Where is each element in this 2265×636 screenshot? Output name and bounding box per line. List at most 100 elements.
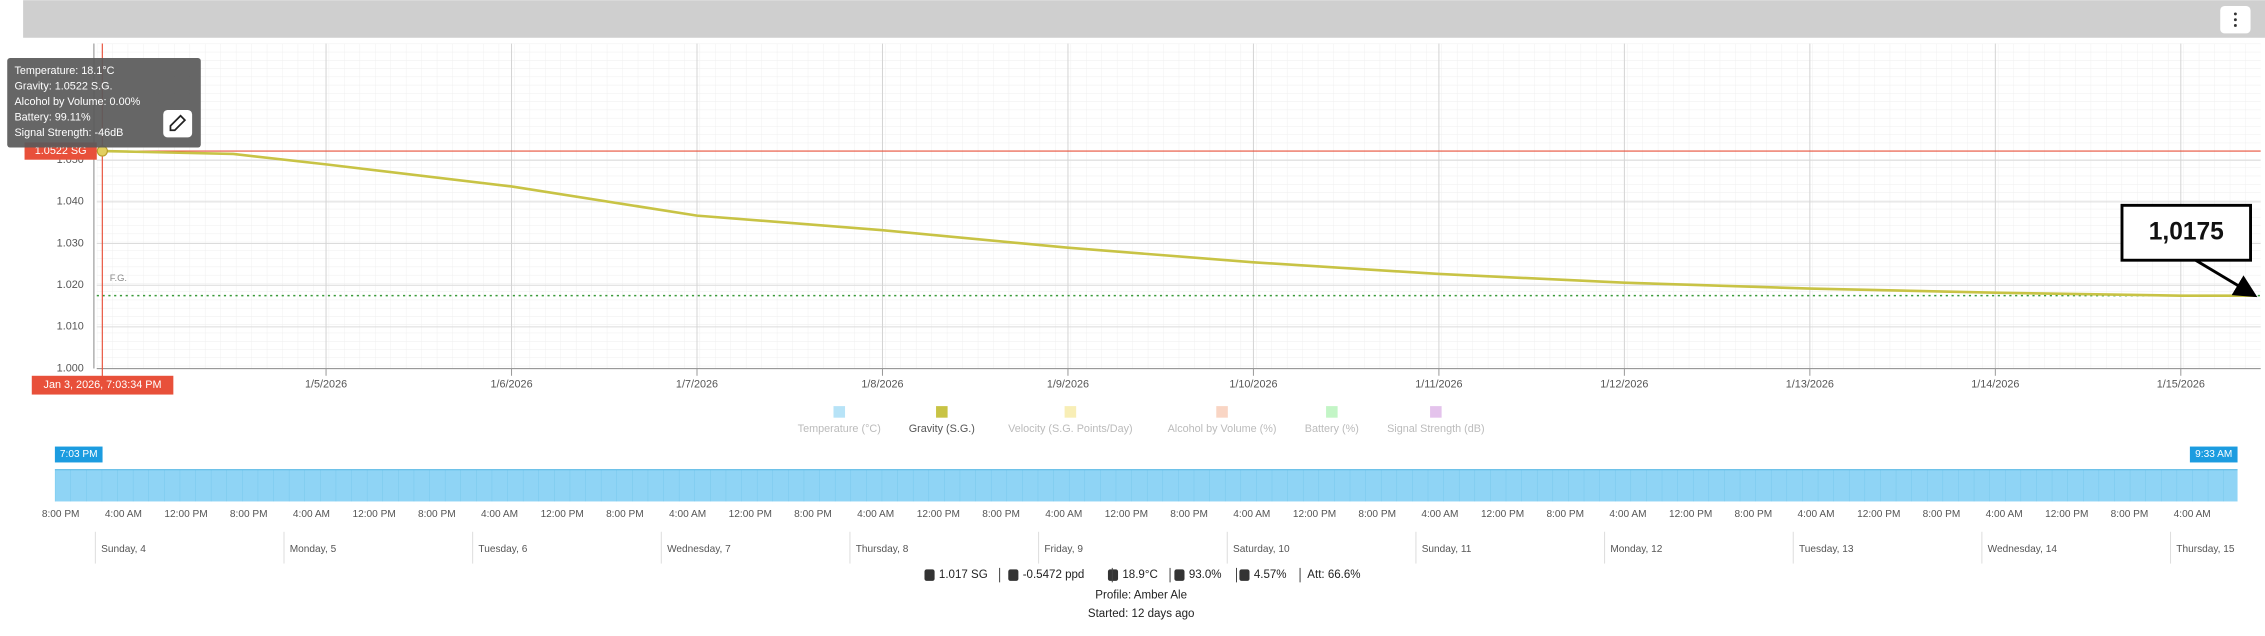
legend-label[interactable]: Velocity (S.G. Points/Day) <box>1008 423 1133 435</box>
y-tick-label: 1.040 <box>57 196 84 208</box>
y-tick-label: 1.030 <box>57 237 84 249</box>
time-label: 12:00 PM <box>352 509 395 520</box>
y-tick-label: 1.020 <box>57 279 84 291</box>
tooltip-line: Signal Strength: -46dB <box>14 127 123 139</box>
time-label: 8:00 PM <box>230 509 268 520</box>
final-gravity-label: F.G. <box>110 273 127 283</box>
edit-icon <box>169 114 187 132</box>
plot-area <box>96 43 2261 369</box>
nav-end-bg <box>2189 446 2238 463</box>
legend-label[interactable]: Battery (%) <box>1305 423 1359 435</box>
footer-stat: 1.017 SG <box>939 569 988 581</box>
x-tick-label: 1/11/2026 <box>1415 378 1462 390</box>
time-label: 8:00 PM <box>794 509 832 520</box>
time-label: 12:00 PM <box>1669 509 1712 520</box>
legend-label[interactable]: Signal Strength (dB) <box>1387 423 1485 435</box>
time-label: 8:00 PM <box>606 509 644 520</box>
time-label: 4:00 AM <box>105 509 142 520</box>
legend-swatch <box>1064 406 1077 418</box>
time-label: 4:00 AM <box>1233 509 1270 520</box>
time-label: 4:00 AM <box>293 509 330 520</box>
time-label: 4:00 AM <box>481 509 518 520</box>
legend-swatch <box>1430 406 1442 418</box>
tooltip-line: Battery: 99.11% <box>14 112 91 124</box>
day-label: Monday, 12 <box>1610 544 1662 555</box>
gravity-line <box>102 149 2255 297</box>
edit-button[interactable] <box>163 109 193 138</box>
time-label: 8:00 PM <box>982 509 1020 520</box>
annotation-text: 1,0175 <box>2149 218 2224 245</box>
navigator-texture <box>54 469 2238 502</box>
time-label: 12:00 PM <box>1857 509 1900 520</box>
time-label: 12:00 PM <box>2045 509 2088 520</box>
day-label: Sunday, 11 <box>1422 544 1472 555</box>
time-label: 12:00 PM <box>541 509 584 520</box>
time-label: 4:00 AM <box>1045 509 1082 520</box>
tooltip-line: Alcohol by Volume: 0.00% <box>14 96 140 108</box>
x-tick-label: 1/14/2026 <box>1971 378 2019 390</box>
cursor-x-label-bg <box>31 375 174 395</box>
footer-profile: Profile: Amber Ale <box>1095 589 1187 601</box>
menu-dot <box>2233 18 2237 22</box>
footer-stat: -0.5472 ppd <box>1023 569 1085 581</box>
day-label: Monday, 5 <box>290 544 337 555</box>
day-label: Wednesday, 14 <box>1988 544 2058 555</box>
time-label: 12:00 PM <box>1105 509 1148 520</box>
legend-label[interactable]: Alcohol by Volume (%) <box>1168 423 1277 435</box>
time-label: 12:00 PM <box>1293 509 1336 520</box>
legend-label[interactable]: Temperature (°C) <box>798 423 881 435</box>
nav-start-label: 7:03 PM <box>60 449 98 460</box>
time-label: 4:00 AM <box>1986 509 2023 520</box>
annotation-box <box>2120 203 2252 262</box>
time-label: 4:00 AM <box>857 509 894 520</box>
footer-stat: 18.9°C <box>1122 569 1157 581</box>
day-label: Tuesday, 13 <box>1799 544 1854 555</box>
x-tick-label: 1/6/2026 <box>490 378 532 390</box>
annotation-arrow <box>2194 258 2258 298</box>
time-label: 4:00 AM <box>669 509 706 520</box>
x-tick-label: 1/12/2026 <box>1600 378 1648 390</box>
stat-icon <box>1107 569 1119 581</box>
legend-swatch <box>1326 406 1338 418</box>
footer-stat: 93.0% <box>1189 569 1222 581</box>
x-tick-label: 1/15/2026 <box>2157 378 2205 390</box>
menu-dot <box>2233 12 2237 16</box>
day-label: Tuesday, 6 <box>478 544 527 555</box>
y-tick-label: 1.000 <box>57 362 84 374</box>
legend-swatch <box>1216 406 1228 418</box>
time-label: 8:00 PM <box>42 509 80 520</box>
time-label: 8:00 PM <box>2111 509 2149 520</box>
legend-swatch <box>833 406 846 418</box>
tooltip <box>7 57 201 148</box>
day-label: Saturday, 10 <box>1233 544 1290 555</box>
footer-stat: 4.57% <box>1254 569 1287 581</box>
time-label: 8:00 PM <box>418 509 456 520</box>
footer-stat: Att: 66.6% <box>1307 569 1360 581</box>
time-label: 8:00 PM <box>1546 509 1584 520</box>
time-label: 4:00 AM <box>2174 509 2211 520</box>
stat-icon <box>1174 569 1185 581</box>
legend-label[interactable]: Gravity (S.G.) <box>909 423 975 435</box>
time-label: 4:00 AM <box>1421 509 1458 520</box>
day-label: Thursday, 8 <box>856 544 909 555</box>
time-label: 8:00 PM <box>1358 509 1396 520</box>
time-label: 12:00 PM <box>164 509 207 520</box>
x-tick-label: 1/9/2026 <box>1047 378 1089 390</box>
time-label: 8:00 PM <box>1735 509 1773 520</box>
y-tick-label: 1.010 <box>57 321 84 333</box>
time-label: 8:00 PM <box>1170 509 1208 520</box>
day-label: Wednesday, 7 <box>667 544 731 555</box>
toolbar <box>23 0 2265 38</box>
tooltip-line: Gravity: 1.0522 S.G. <box>14 80 112 92</box>
nav-end-label: 9:33 AM <box>2195 449 2232 460</box>
time-label: 12:00 PM <box>917 509 960 520</box>
time-label: 4:00 AM <box>1609 509 1646 520</box>
stat-icon <box>924 569 935 581</box>
day-label: Thursday, 15 <box>2176 544 2235 555</box>
x-tick-label: 1/10/2026 <box>1229 378 1277 390</box>
nav-start-bg <box>54 446 103 463</box>
day-label: Sunday, 4 <box>101 544 146 555</box>
menu-dot <box>2233 24 2237 27</box>
